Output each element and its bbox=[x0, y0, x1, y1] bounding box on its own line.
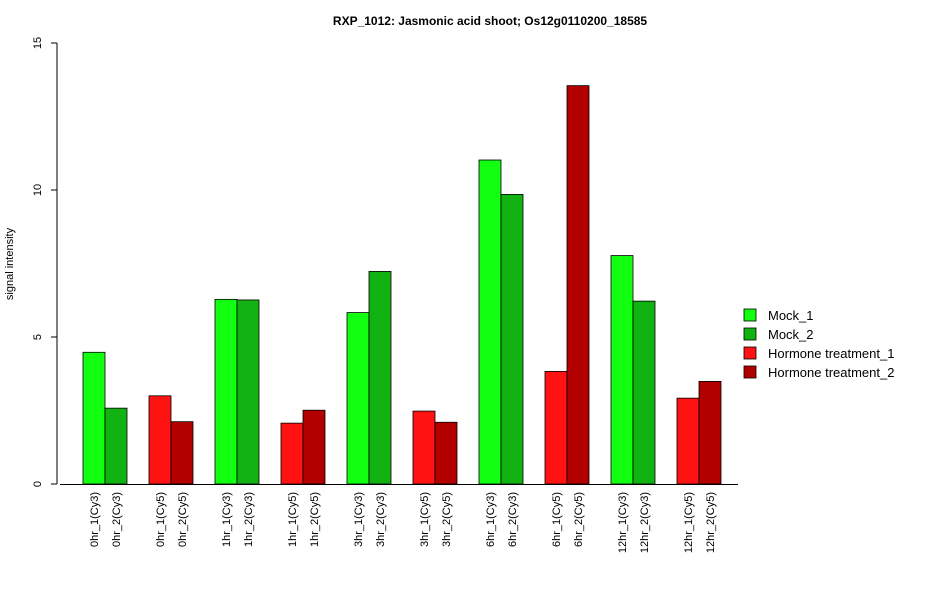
x-tick-label: 6hr_2(Cy5) bbox=[573, 492, 585, 547]
y-tick-label: 10 bbox=[32, 184, 44, 196]
bar bbox=[214, 298, 238, 485]
x-tick-label: 3hr_1(Cy5) bbox=[419, 492, 431, 547]
bar bbox=[302, 409, 326, 485]
x-tick-label: 1hr_2(Cy5) bbox=[309, 492, 321, 547]
x-tick-label: 3hr_2(Cy5) bbox=[441, 492, 453, 547]
x-tick-labels: 0hr_1(Cy3) 0hr_2(Cy3) 0hr_1(Cy5) 0hr_2(Cy5)… bbox=[89, 492, 717, 553]
bar bbox=[346, 312, 370, 485]
x-tick-label: 0hr_2(Cy3) bbox=[111, 492, 123, 547]
bar bbox=[236, 299, 260, 485]
x-tick-label: 12hr_2(Cy5) bbox=[705, 492, 717, 553]
legend-label: Mock_1 bbox=[768, 308, 814, 323]
x-tick-label: 12hr_1(Cy5) bbox=[683, 492, 695, 553]
legend-swatch bbox=[743, 327, 757, 341]
bar bbox=[632, 300, 656, 485]
y-axis-label: signal intensity bbox=[4, 227, 16, 300]
legend-label: Mock_2 bbox=[768, 327, 814, 342]
bar bbox=[610, 255, 634, 485]
bar bbox=[148, 395, 172, 485]
legend-swatch bbox=[743, 308, 757, 322]
y-tick-label: 15 bbox=[32, 37, 44, 49]
legend-swatch bbox=[743, 346, 757, 360]
x-tick-label: 6hr_2(Cy3) bbox=[507, 492, 519, 547]
bar bbox=[500, 194, 524, 485]
bar bbox=[170, 421, 194, 485]
x-tick-label: 6hr_1(Cy3) bbox=[485, 492, 497, 547]
legend-label: Hormone treatment_1 bbox=[768, 346, 894, 361]
bar bbox=[368, 271, 392, 485]
x-tick-label: 1hr_1(Cy5) bbox=[287, 492, 299, 547]
bar bbox=[478, 159, 502, 485]
x-tick-label: 12hr_1(Cy3) bbox=[617, 492, 629, 553]
bar bbox=[82, 351, 106, 485]
x-tick-label: 0hr_1(Cy3) bbox=[89, 492, 101, 547]
x-tick-label: 0hr_2(Cy5) bbox=[177, 492, 189, 547]
legend: Mock_1 Mock_2 Hormone treatment_1 Hormone t… bbox=[743, 308, 894, 380]
bar bbox=[412, 410, 436, 485]
x-tick-label: 3hr_1(Cy3) bbox=[353, 492, 365, 547]
bar bbox=[434, 421, 458, 485]
y-tick-label: 5 bbox=[32, 334, 44, 340]
y-axis: 0 5 10 15 bbox=[32, 37, 58, 487]
legend-label: Hormone treatment_2 bbox=[768, 365, 894, 380]
x-tick-label: 1hr_1(Cy3) bbox=[221, 492, 233, 547]
x-tick-label: 12hr_2(Cy3) bbox=[639, 492, 651, 553]
legend-swatch bbox=[743, 365, 757, 379]
bar bbox=[544, 370, 568, 485]
y-tick-label: 0 bbox=[32, 481, 44, 487]
bar bbox=[566, 85, 590, 485]
x-tick-label: 6hr_1(Cy5) bbox=[551, 492, 563, 547]
x-tick-label: 3hr_2(Cy3) bbox=[375, 492, 387, 547]
x-tick-label: 1hr_2(Cy3) bbox=[243, 492, 255, 547]
bar bbox=[698, 380, 722, 485]
bar bbox=[104, 407, 128, 485]
bar bbox=[280, 422, 304, 485]
bars-group bbox=[82, 85, 722, 485]
bar bbox=[676, 397, 700, 485]
chart-title: RXP_1012: Jasmonic acid shoot; Os12g0110… bbox=[333, 14, 648, 28]
x-tick-label: 0hr_1(Cy5) bbox=[155, 492, 167, 547]
